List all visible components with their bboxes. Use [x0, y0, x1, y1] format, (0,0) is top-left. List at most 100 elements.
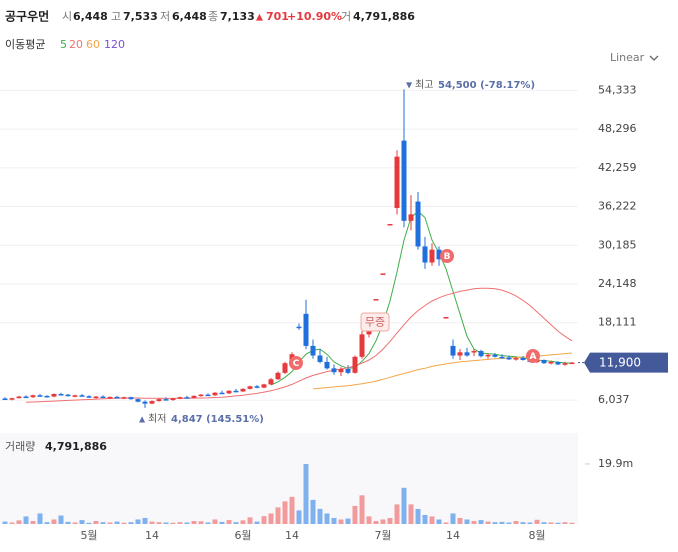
ma-title: 이동평균 [5, 38, 45, 51]
volume-bar [65, 521, 71, 524]
volume-bar [324, 513, 330, 524]
chevron[interactable] [649, 55, 659, 61]
candle-body [506, 357, 512, 360]
volume-bar [289, 496, 295, 524]
candle-body [471, 351, 477, 353]
candle-body [562, 363, 568, 365]
candle-body [275, 372, 281, 380]
volume-bar [310, 499, 316, 524]
x-tick-label: 5월 [80, 529, 97, 542]
volume-bar [107, 522, 113, 524]
candle-body [443, 317, 449, 319]
volume-bar [303, 463, 309, 524]
volume-bar [79, 520, 85, 524]
change-mark: ▲ [256, 13, 263, 23]
candle-body [16, 396, 22, 399]
volume-bar [23, 516, 29, 524]
scale-label[interactable]: Linear [610, 51, 645, 64]
volume-bar [296, 510, 302, 524]
candle-body [177, 397, 183, 399]
volume-bar [135, 519, 141, 524]
volume-bar [233, 522, 239, 524]
candle-body [226, 390, 232, 394]
candle-body [310, 345, 316, 356]
volume-bar [408, 504, 414, 524]
candle-body [44, 395, 50, 398]
volume-bar [415, 508, 421, 524]
candle-body [520, 358, 526, 361]
candle-body [261, 384, 267, 388]
low: 6,448 [172, 10, 207, 23]
event-label: B [444, 252, 451, 262]
candle-body [513, 358, 519, 360]
candle-body [436, 249, 442, 260]
event-label: C [293, 359, 300, 369]
ma-legend: 20 [69, 38, 83, 51]
candle-body [478, 351, 484, 357]
volume-bar [464, 519, 470, 524]
candle-body [219, 392, 225, 395]
candle-body [338, 368, 344, 373]
candle-body [415, 201, 421, 247]
x-tick-label: 7월 [374, 529, 391, 542]
volume-tick-label: 19.9m [598, 457, 633, 470]
volume-text: 4,791,886 [45, 440, 107, 453]
volume-bar [142, 517, 148, 524]
y-tick-label: 30,185 [598, 238, 637, 251]
candle-body [548, 361, 554, 364]
volume-bar [555, 522, 561, 524]
candle-body [51, 394, 57, 397]
candle-body [114, 396, 120, 399]
volume-bar [121, 522, 127, 524]
candle-body [331, 368, 337, 373]
candle-body [142, 401, 148, 404]
candle-body [492, 354, 498, 357]
volume-bar [58, 515, 64, 524]
y-tick-label: 18,111 [598, 316, 637, 329]
candle-body [2, 398, 8, 400]
scale-selector[interactable]: Linear [610, 51, 659, 64]
high-mark: ▼ [406, 81, 413, 90]
candle-body [135, 399, 141, 402]
volume-bar [359, 495, 365, 524]
volume-bar [128, 522, 134, 524]
high-label: 고 [111, 10, 121, 23]
volume-bar [548, 522, 554, 524]
candle-body [324, 361, 330, 369]
candle-body [254, 386, 260, 388]
y-tick-label: 48,296 [598, 122, 637, 135]
candle-body [457, 352, 463, 356]
volume-bar [30, 520, 36, 524]
candle-body [247, 386, 253, 389]
close: 7,133 [220, 10, 255, 23]
volume-bar [16, 520, 22, 524]
ma-legend: 120 [104, 38, 125, 51]
volume-bar [338, 519, 344, 524]
high-label: 최고 [415, 79, 433, 91]
volume-bar [219, 521, 225, 524]
ma-legend: 60 [86, 38, 100, 51]
event-label: 무증 [365, 316, 385, 329]
volume-bar [317, 508, 323, 524]
candle-body [191, 395, 197, 398]
candle-body [359, 334, 365, 357]
candle-body [296, 326, 302, 329]
volume-bar [429, 516, 435, 524]
candle-body [450, 345, 456, 356]
candle-body [212, 392, 218, 396]
candle-body [240, 388, 246, 392]
volume-bar [149, 521, 155, 524]
candle-body [37, 395, 43, 397]
last-price-label: 11,900 [599, 356, 641, 370]
volume-panel [0, 433, 578, 524]
volume-bar [275, 507, 281, 524]
volume-bar [443, 522, 449, 524]
candle-body [9, 398, 15, 400]
candle-body [233, 390, 239, 393]
y-tick-label: 24,148 [598, 277, 637, 290]
low-label: 최저 [148, 413, 166, 425]
volume-bar [450, 513, 456, 524]
candle-body [387, 224, 393, 226]
y-tick-label: 6,037 [598, 393, 630, 406]
